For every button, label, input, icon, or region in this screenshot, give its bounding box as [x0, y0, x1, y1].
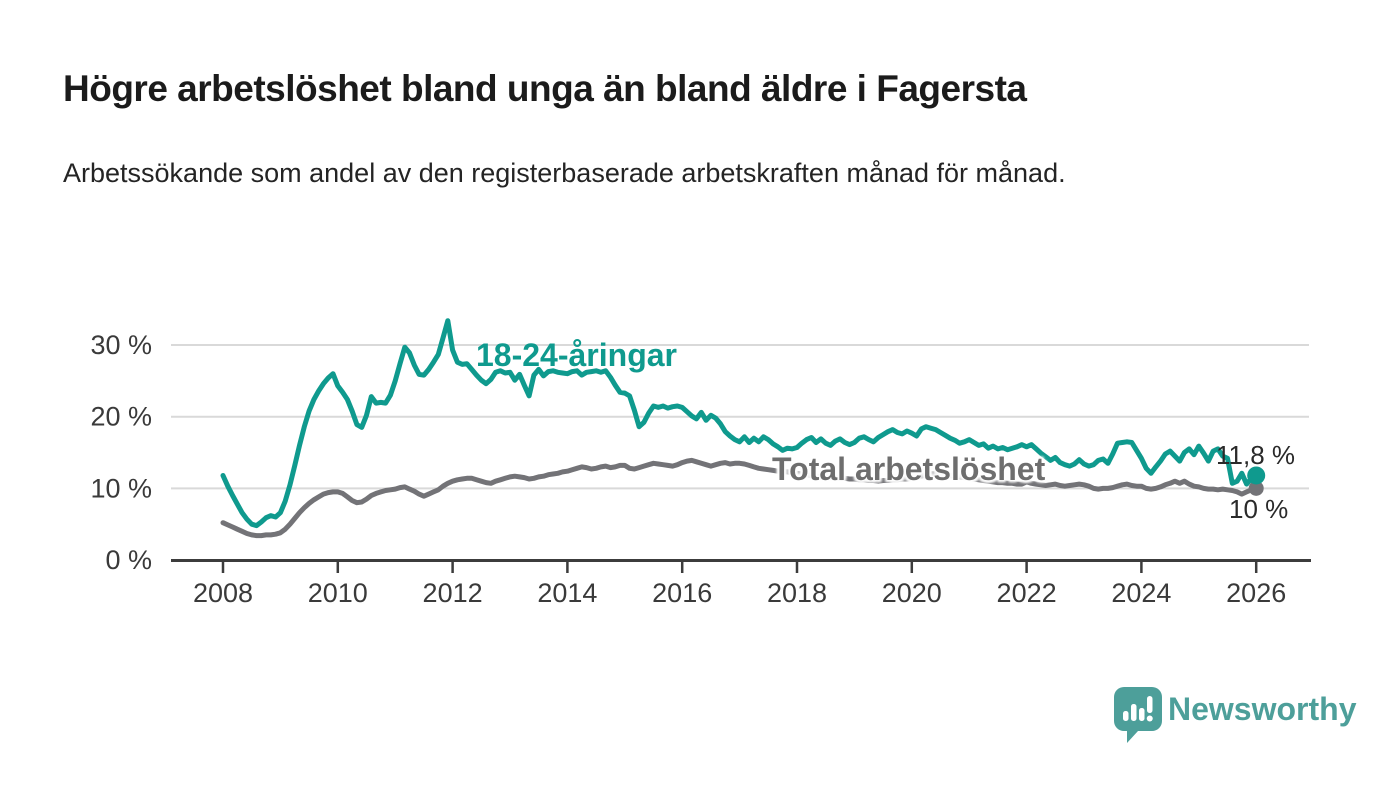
logo-bar-2 — [1131, 704, 1137, 721]
y-axis-tick-label: 20 % — [90, 402, 152, 432]
total-latest-value-label: 10 % — [1229, 494, 1289, 524]
y-axis-tick-label: 30 % — [90, 330, 152, 360]
y-axis-tick-label: 10 % — [90, 473, 152, 503]
logo-bubble-shape — [1114, 687, 1162, 743]
brand-logo: Newsworthy — [1114, 687, 1356, 745]
x-axis-tick-label: 2012 — [423, 578, 483, 608]
logo-exclamation-stem — [1147, 696, 1153, 713]
page-title: Högre arbetslöshet bland unga än bland ä… — [63, 68, 1027, 109]
series-label-youth: 18-24-åringar — [476, 337, 677, 373]
x-axis-tick-label: 2020 — [882, 578, 942, 608]
x-axis-tick-label: 2010 — [308, 578, 368, 608]
logo-bar-1 — [1123, 711, 1129, 721]
y-axis-tick-label: 0 % — [105, 545, 152, 575]
youth-series-line — [220, 318, 1259, 529]
total-series-end-dot — [1248, 480, 1264, 496]
newsworthy-logo-icon — [1114, 687, 1162, 743]
total-series-line — [220, 457, 1259, 539]
youth-latest-value-label: 11,8 % — [1216, 440, 1296, 470]
series-label-total: Total arbetslöshet — [772, 451, 1046, 487]
x-axis-tick-label: 2026 — [1226, 578, 1286, 608]
x-axis-tick-label: 2022 — [997, 578, 1057, 608]
x-axis-tick-label: 2018 — [767, 578, 827, 608]
brand-name: Newsworthy — [1168, 691, 1357, 727]
x-axis-tick-label: 2016 — [652, 578, 712, 608]
youth-series-end-dot — [1247, 466, 1266, 485]
x-axis-tick-label: 2008 — [193, 578, 253, 608]
chart-subtitle: Arbetssökande som andel av den registerb… — [63, 158, 1066, 188]
x-axis-tick-label: 2014 — [537, 578, 597, 608]
x-axis-tick-label: 2024 — [1111, 578, 1171, 608]
logo-bar-3 — [1139, 708, 1145, 721]
logo-exclamation-dot — [1146, 715, 1153, 722]
